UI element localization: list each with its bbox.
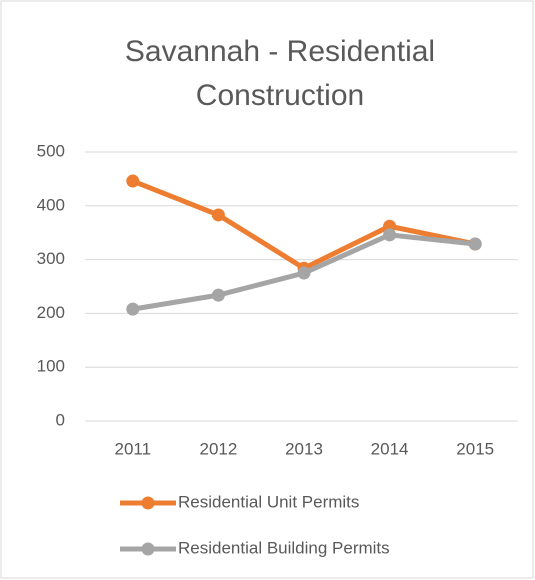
chart-title: Savannah - Residential Construction — [124, 35, 436, 112]
y-tick-label: 300 — [37, 249, 65, 268]
y-tick-label: 500 — [37, 141, 65, 160]
data-point — [126, 174, 140, 188]
data-point — [211, 288, 225, 302]
x-tick-label: 2013 — [285, 439, 323, 458]
x-tick-label: 2015 — [456, 439, 494, 458]
x-tick-label: 2012 — [199, 439, 237, 458]
data-point — [297, 266, 311, 280]
legend-marker — [141, 496, 155, 510]
legend-marker — [141, 542, 155, 556]
legend-label: Residential Unit Permits — [178, 492, 359, 511]
data-point — [126, 302, 140, 316]
data-point — [468, 237, 482, 251]
x-tick-label: 2011 — [115, 439, 152, 458]
legend-label: Residential Building Permits — [178, 538, 390, 557]
y-tick-label: 400 — [37, 195, 65, 214]
y-tick-label: 0 — [56, 410, 65, 429]
data-point — [211, 208, 225, 222]
y-tick-label: 200 — [37, 303, 65, 322]
x-tick-label: 2014 — [371, 439, 409, 458]
y-tick-label: 100 — [37, 357, 65, 376]
data-point — [383, 228, 397, 242]
